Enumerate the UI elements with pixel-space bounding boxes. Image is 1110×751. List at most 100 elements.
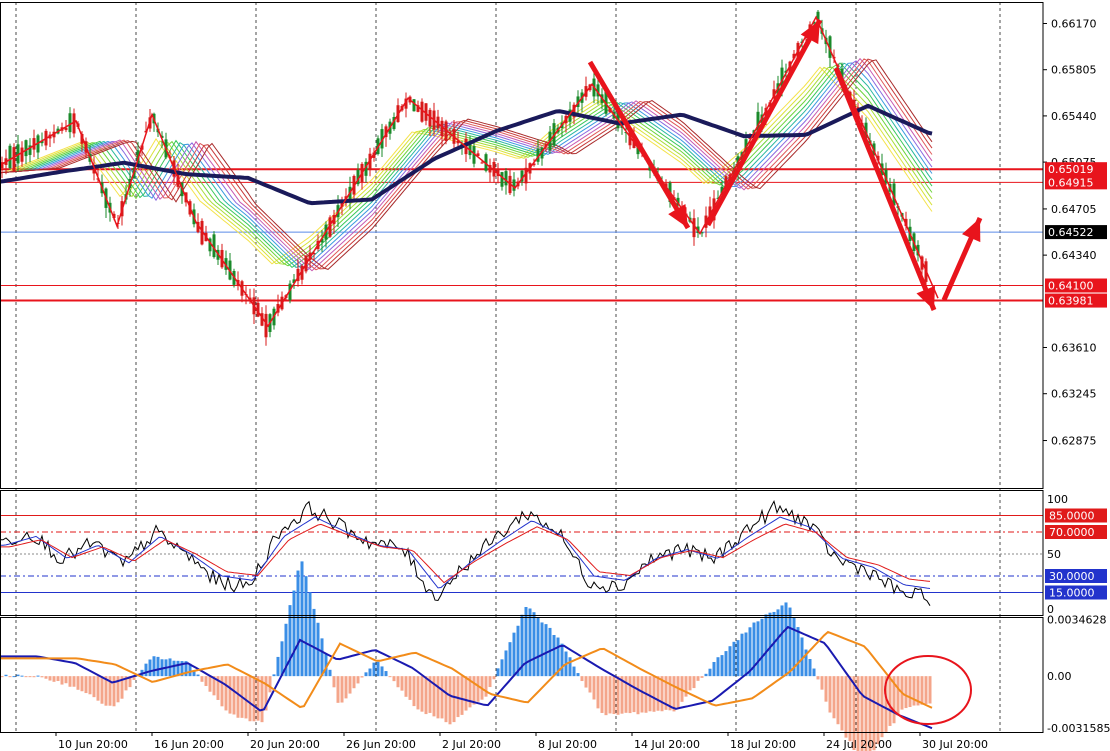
candle-body — [288, 283, 292, 301]
macd-histogram-bar — [248, 676, 252, 722]
macd-histogram-bar — [592, 676, 596, 700]
macd-histogram-bar — [184, 661, 188, 677]
macd-histogram-bar — [524, 606, 528, 677]
macd-histogram-bar — [344, 676, 348, 699]
macd-histogram-bar — [672, 676, 676, 712]
candle-body — [764, 107, 768, 118]
candle-body — [812, 21, 816, 24]
macd-histogram-bar — [280, 641, 284, 677]
macd-histogram-bar — [212, 676, 216, 696]
macd-histogram-bar — [796, 627, 800, 677]
macd-histogram-bar — [412, 676, 416, 707]
candle-body — [576, 96, 580, 108]
candle-body — [28, 145, 32, 155]
macd-histogram-bar — [848, 676, 852, 742]
candle-body — [32, 138, 36, 150]
macd-histogram-bar — [828, 676, 832, 713]
macd-histogram-bar — [20, 675, 24, 677]
macd-histogram-bar — [872, 676, 876, 751]
macd-histogram-bar — [500, 659, 504, 677]
panel-frame — [0, 617, 1044, 733]
macd-histogram-bar — [808, 659, 812, 677]
panel-frame — [0, 490, 1044, 616]
candle-body — [296, 268, 300, 282]
candle-body — [504, 171, 508, 186]
macd-histogram-bar — [304, 576, 308, 677]
macd-histogram-bar — [380, 666, 384, 677]
macd-histogram-bar — [732, 641, 736, 677]
price-tick-label: 0.63245 — [1051, 388, 1097, 401]
macd-histogram-bar — [324, 653, 328, 677]
macd-histogram-bar — [816, 676, 820, 680]
macd-histogram-bar — [508, 642, 512, 677]
candle-body — [828, 36, 832, 58]
macd-histogram-bar — [628, 676, 632, 714]
macd-histogram-bar — [864, 676, 868, 751]
macd-histogram-bar — [88, 676, 92, 695]
macd-histogram-bar — [616, 676, 620, 715]
macd-histogram-bar — [920, 676, 924, 705]
stoch-level-label: 15.0000 — [1049, 587, 1095, 600]
macd-histogram-bar — [360, 676, 364, 678]
macd-tick-label: -0.0031585 — [1047, 722, 1110, 735]
macd-histogram-bar — [8, 676, 12, 678]
macd-tick-label: 0.00 — [1047, 670, 1072, 683]
candle-body — [604, 90, 608, 114]
macd-histogram-bar — [284, 623, 288, 677]
macd-histogram-bar — [108, 676, 112, 706]
up-arrow-head — [800, 20, 820, 45]
candle-body — [404, 98, 408, 109]
candle-body — [256, 302, 260, 317]
highlight-circle — [884, 655, 972, 725]
panel-frames — [0, 2, 1044, 733]
candle-body — [364, 161, 368, 176]
macd-histogram-bar — [692, 676, 696, 689]
candle-body — [260, 313, 264, 326]
macd-histogram-bar — [200, 676, 204, 682]
macd-histogram-bar — [292, 590, 296, 677]
time-tick-label: 30 Jul 20:00 — [922, 738, 988, 751]
macd-histogram-bar — [800, 637, 804, 677]
macd-histogram-bar — [356, 676, 360, 684]
price-panel — [0, 10, 1043, 346]
macd-histogram-bar — [520, 614, 524, 677]
macd-histogram-bar — [712, 661, 716, 677]
time-tick-label: 14 Jul 20:00 — [634, 738, 700, 751]
macd-histogram-bar — [252, 676, 256, 722]
macd-histogram-bar — [204, 676, 208, 687]
macd-histogram-bar — [120, 676, 124, 699]
candle-body — [676, 197, 680, 206]
stochastic-panel — [0, 499, 1043, 606]
time-tick-label: 2 Jul 20:00 — [442, 738, 501, 751]
macd-histogram-bar — [660, 676, 664, 712]
macd-histogram-bar — [916, 676, 920, 706]
macd-histogram-bar — [776, 609, 780, 677]
macd-histogram-bar — [696, 676, 700, 681]
macd-histogram-bar — [448, 676, 452, 725]
macd-histogram-bar — [452, 676, 456, 723]
macd-histogram-bar — [468, 676, 472, 708]
macd-histogram-bar — [924, 676, 928, 704]
macd-histogram-bar — [560, 643, 564, 677]
candle-body — [532, 163, 536, 166]
macd-histogram-bar — [612, 676, 616, 715]
candle-body — [864, 122, 868, 138]
time-tick-label: 20 Jun 20:00 — [250, 738, 320, 751]
stoch-tick-label: 0 — [1047, 603, 1054, 616]
price-tick-label: 0.64705 — [1051, 203, 1097, 216]
macd-histogram-bar — [384, 671, 388, 677]
macd-histogram-bar — [492, 676, 496, 680]
macd-histogram-bar — [228, 676, 232, 714]
candle-body — [420, 101, 424, 122]
candle-body — [212, 234, 216, 258]
candle-body — [892, 183, 896, 206]
macd-histogram-bar — [216, 676, 220, 700]
price-tick-label: 0.63610 — [1051, 342, 1097, 355]
stoch-tick-label: 100 — [1047, 493, 1068, 506]
macd-histogram-bar — [532, 612, 536, 677]
macd-histogram-bar — [328, 669, 332, 677]
macd-histogram-bar — [744, 632, 748, 677]
price-level-tag — [1045, 175, 1107, 190]
macd-histogram-bar — [624, 676, 628, 713]
